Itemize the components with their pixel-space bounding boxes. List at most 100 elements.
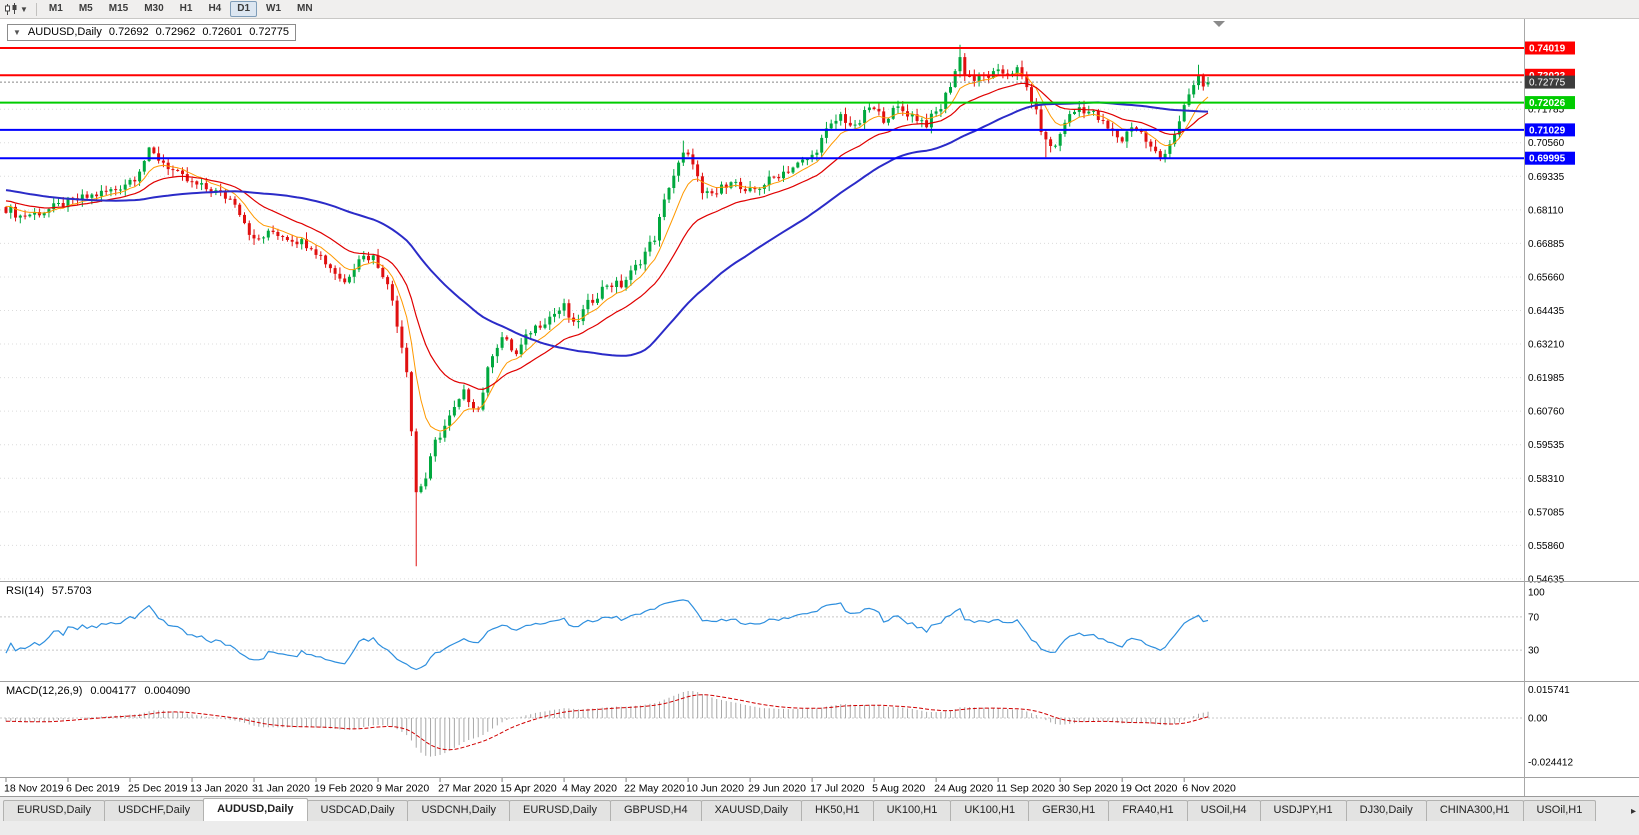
timeframe-button-m15[interactable]: M15 <box>108 3 129 14</box>
svg-text:0.60760: 0.60760 <box>1528 407 1565 418</box>
price-level-badge <box>1525 41 1575 55</box>
timeframe-button-h4[interactable]: H4 <box>208 3 222 14</box>
svg-text:0.71029: 0.71029 <box>1529 125 1566 136</box>
svg-text:0.68110: 0.68110 <box>1528 205 1564 216</box>
svg-text:0.55860: 0.55860 <box>1528 541 1565 552</box>
chart-tab-bar: EURUSD,Daily USDCHF,Daily AUDUSD,Daily USDC… <box>0 796 1639 821</box>
ohlc-high: 0.72962 <box>155 26 196 38</box>
date-label: 4 May 2020 <box>562 783 617 795</box>
chart-tab-fra40-h1[interactable]: FRA40,H1 <box>1108 800 1188 821</box>
macd-axis-label: -0.024412 <box>1528 757 1573 768</box>
price-axis-labels: 0.71785 0.70560 0.69335 0.68110 0.66885 0.656… <box>1528 105 1565 586</box>
rsi-axis-label: 100 <box>1528 588 1545 599</box>
date-label: 18 Nov 2019 <box>4 783 64 795</box>
chart-tab-usoil-h4[interactable]: USOil,H4 <box>1186 800 1261 821</box>
timeframe-button-d1[interactable]: D1 <box>230 1 258 17</box>
macd-name: MACD(12,26,9) <box>6 685 83 697</box>
svg-text:0.72775: 0.72775 <box>1529 78 1566 89</box>
toolbar-separator <box>35 2 37 16</box>
chart-shift-marker[interactable] <box>1213 21 1225 27</box>
one-click-trading-collapse-icon[interactable]: ▼ <box>13 27 21 37</box>
tab-scroll-right-icon[interactable]: ▸ <box>1630 806 1636 817</box>
rsi-line <box>5 599 1209 671</box>
date-axis: 18 Nov 2019 6 Dec 2019 25 Dec 2019 13 Jan 2… <box>4 778 1236 795</box>
svg-text:0.64435: 0.64435 <box>1528 306 1565 317</box>
date-label: 10 Jun 2020 <box>686 783 744 795</box>
chart-tab-uk100-h1[interactable]: UK100,H1 <box>950 800 1030 821</box>
chart-tab-uk100-h1[interactable]: UK100,H1 <box>872 800 952 821</box>
price-gridlines <box>0 108 1524 580</box>
svg-text:0.65660: 0.65660 <box>1528 272 1565 283</box>
svg-text:0.71785: 0.71785 <box>1528 105 1565 116</box>
timeframe-button-mn[interactable]: MN <box>297 3 313 14</box>
date-label: 31 Jan 2020 <box>252 783 310 795</box>
date-label: 29 Jun 2020 <box>748 783 806 795</box>
chart-tab-hk50-h1[interactable]: HK50,H1 <box>800 800 874 821</box>
chart-tab-usdjpy-h1[interactable]: USDJPY,H1 <box>1259 800 1347 821</box>
chart-tab-usdchf-daily[interactable]: USDCHF,Daily <box>103 800 205 821</box>
rsi-gridlines: 100 70 30 <box>0 588 1545 657</box>
chart-tab-usoil-h1[interactable]: USOil,H1 <box>1522 800 1597 821</box>
date-label: 22 May 2020 <box>624 783 685 795</box>
chart-tab-eurusd-daily[interactable]: EURUSD,Daily <box>509 800 611 821</box>
svg-text:0.57085: 0.57085 <box>1528 507 1565 518</box>
timeframe-button-m5[interactable]: M5 <box>78 3 93 14</box>
macd-indicator-header: MACD(12,26,9) 0.004177 0.004090 <box>6 685 190 697</box>
svg-text:0.61985: 0.61985 <box>1528 373 1565 384</box>
price-level-badge <box>1525 123 1575 137</box>
moving-average-ema21 <box>5 82 1209 390</box>
date-label: 15 Apr 2020 <box>500 783 557 795</box>
moving-average-ema8 <box>5 72 1209 432</box>
date-label: 30 Sep 2020 <box>1058 783 1118 795</box>
date-label: 11 Sep 2020 <box>996 783 1055 795</box>
svg-text:0.70560: 0.70560 <box>1528 138 1565 149</box>
svg-text:0.69335: 0.69335 <box>1528 172 1565 183</box>
panel-separators[interactable] <box>0 19 1639 796</box>
chart-tab-dj30-daily[interactable]: DJ30,Daily <box>1345 800 1427 821</box>
date-label: 24 Aug 2020 <box>934 783 993 795</box>
chart-tab-usdcnh-daily[interactable]: USDCNH,Daily <box>407 800 511 821</box>
svg-text:0.63210: 0.63210 <box>1528 340 1565 351</box>
svg-text:0.69995: 0.69995 <box>1529 154 1566 165</box>
chart-tab-eurusd-daily[interactable]: EURUSD,Daily <box>3 800 105 821</box>
chart-tab-ger30-h1[interactable]: GER30,H1 <box>1028 800 1110 821</box>
chevron-down-icon[interactable]: ▼ <box>20 4 28 14</box>
chart-tab-gbpusd-h4[interactable]: GBPUSD,H4 <box>610 800 702 821</box>
macd-signal-value: 0.004090 <box>144 685 191 697</box>
rsi-axis-label: 30 <box>1528 646 1540 657</box>
date-label: 13 Jan 2020 <box>190 783 248 795</box>
macd-gridlines: 0.015741 0.00 -0.024412 <box>0 685 1573 768</box>
date-label: 6 Dec 2019 <box>66 783 120 795</box>
chart-symbol-label: AUDUSD,Daily <box>27 26 102 38</box>
ohlc-low: 0.72601 <box>202 26 243 38</box>
date-label: 6 Nov 2020 <box>1182 783 1236 795</box>
rsi-value: 57.5703 <box>51 585 92 597</box>
chart-ohlc-title: ▼ AUDUSD,Daily 0.72692 0.72962 0.72601 0… <box>7 24 296 41</box>
date-label: 9 Mar 2020 <box>376 783 429 795</box>
chart-tab-xauusd-daily[interactable]: XAUUSD,Daily <box>700 800 802 821</box>
macd-main-value: 0.004177 <box>90 685 137 697</box>
timeframe-button-m1[interactable]: M1 <box>48 3 63 14</box>
svg-text:0.72026: 0.72026 <box>1529 98 1566 109</box>
status-strip <box>0 821 1639 835</box>
date-label: 5 Aug 2020 <box>872 783 925 795</box>
current-price-marker: 0.72775 <box>0 75 1575 89</box>
timeframe-button-h1[interactable]: H1 <box>179 3 193 14</box>
timeframe-button-m30[interactable]: M30 <box>144 3 164 14</box>
timeframe-button-w1[interactable]: W1 <box>266 3 282 14</box>
chart-tab-china300-h1[interactable]: CHINA300,H1 <box>1425 800 1524 821</box>
candlesticks <box>4 44 1210 567</box>
svg-text:0.66885: 0.66885 <box>1528 239 1565 250</box>
chart-type-icon[interactable] <box>4 2 19 16</box>
chart-tab-audusd-daily[interactable]: AUDUSD,Daily <box>203 798 308 821</box>
date-label: 27 Mar 2020 <box>438 783 497 795</box>
ohlc-close: 0.72775 <box>249 26 289 38</box>
date-label: 17 Jul 2020 <box>810 783 864 795</box>
timeframe-buttons-group: M1 M5 M15 M30 H1 H4 D1 W1 MN <box>41 1 321 17</box>
price-level-badge <box>1525 151 1575 165</box>
chart-tab-usdcad-daily[interactable]: USDCAD,Daily <box>306 800 409 821</box>
moving-average-sma50 <box>5 101 1209 357</box>
